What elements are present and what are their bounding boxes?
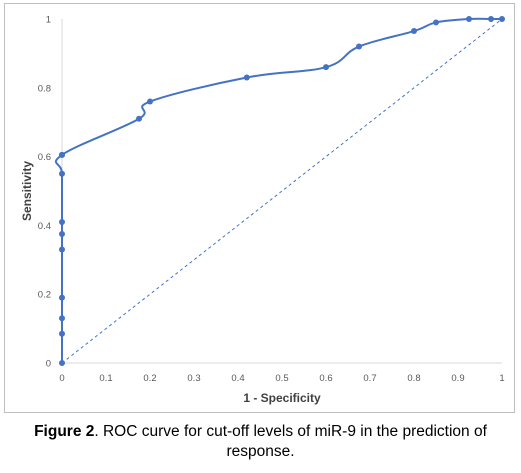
roc-data-points xyxy=(59,16,505,366)
roc-data-point xyxy=(466,16,472,22)
x-tick-label: 0.7 xyxy=(363,373,376,384)
x-tick-label: 0.1 xyxy=(99,373,112,384)
figure-caption: Figure 2. ROC curve for cut-off levels o… xyxy=(0,422,521,462)
roc-data-point xyxy=(59,330,65,337)
x-tick-label: 0 xyxy=(59,373,64,384)
y-tick-label: 0.6 xyxy=(38,152,51,163)
roc-data-point xyxy=(488,16,494,22)
x-axis-title: 1 - Specificity xyxy=(243,391,321,405)
y-axis-title: Sensitivity xyxy=(20,161,34,221)
y-tick-label: 0.4 xyxy=(38,221,51,232)
x-tick-label: 0.8 xyxy=(407,373,420,384)
roc-data-point xyxy=(499,16,505,22)
reference-diagonal-line xyxy=(61,18,503,364)
y-tick-label: 0.8 xyxy=(38,83,51,94)
roc-data-point xyxy=(59,294,65,301)
caption-label: Figure 2 xyxy=(34,423,95,440)
x-tick-label: 0.4 xyxy=(231,373,244,384)
roc-data-point xyxy=(243,74,250,81)
roc-chart: 0 0.1 0.2 0.3 0.4 0.5 0.6 0.7 0.8 0.9 1 0 0.2 0.4 0.6… xyxy=(20,15,505,405)
y-tick-label: 1 xyxy=(46,15,51,26)
y-tick-label: 0.2 xyxy=(38,290,51,301)
x-tick-label: 0.2 xyxy=(143,373,156,384)
x-tick-labels: 0 0.1 0.2 0.3 0.4 0.5 0.6 0.7 0.8 0.9 1 xyxy=(59,373,504,384)
x-tick-label: 0.3 xyxy=(187,373,200,384)
y-tick-label: 0 xyxy=(46,359,51,370)
roc-data-point xyxy=(356,43,362,50)
x-tick-label: 0.9 xyxy=(451,373,464,384)
roc-data-point xyxy=(147,98,153,105)
roc-data-point xyxy=(59,170,65,177)
roc-data-point xyxy=(323,64,329,71)
chart-frame xyxy=(4,3,515,413)
roc-data-point xyxy=(136,115,142,122)
x-tick-label: 1 xyxy=(499,373,504,384)
roc-data-point xyxy=(59,151,65,158)
roc-data-point xyxy=(59,315,65,322)
roc-data-point xyxy=(433,19,439,26)
roc-data-point xyxy=(59,360,65,366)
roc-curve-line xyxy=(54,17,502,363)
roc-data-point xyxy=(411,28,417,35)
roc-data-point xyxy=(59,218,65,225)
x-tick-label: 0.5 xyxy=(275,373,288,384)
caption-text: . ROC curve for cut-off levels of miR-9 … xyxy=(94,423,487,460)
x-tick-label: 0.6 xyxy=(319,373,332,384)
roc-data-point xyxy=(59,231,65,237)
roc-data-point xyxy=(59,246,65,253)
y-tick-labels: 0 0.2 0.4 0.6 0.8 1 xyxy=(38,15,51,370)
